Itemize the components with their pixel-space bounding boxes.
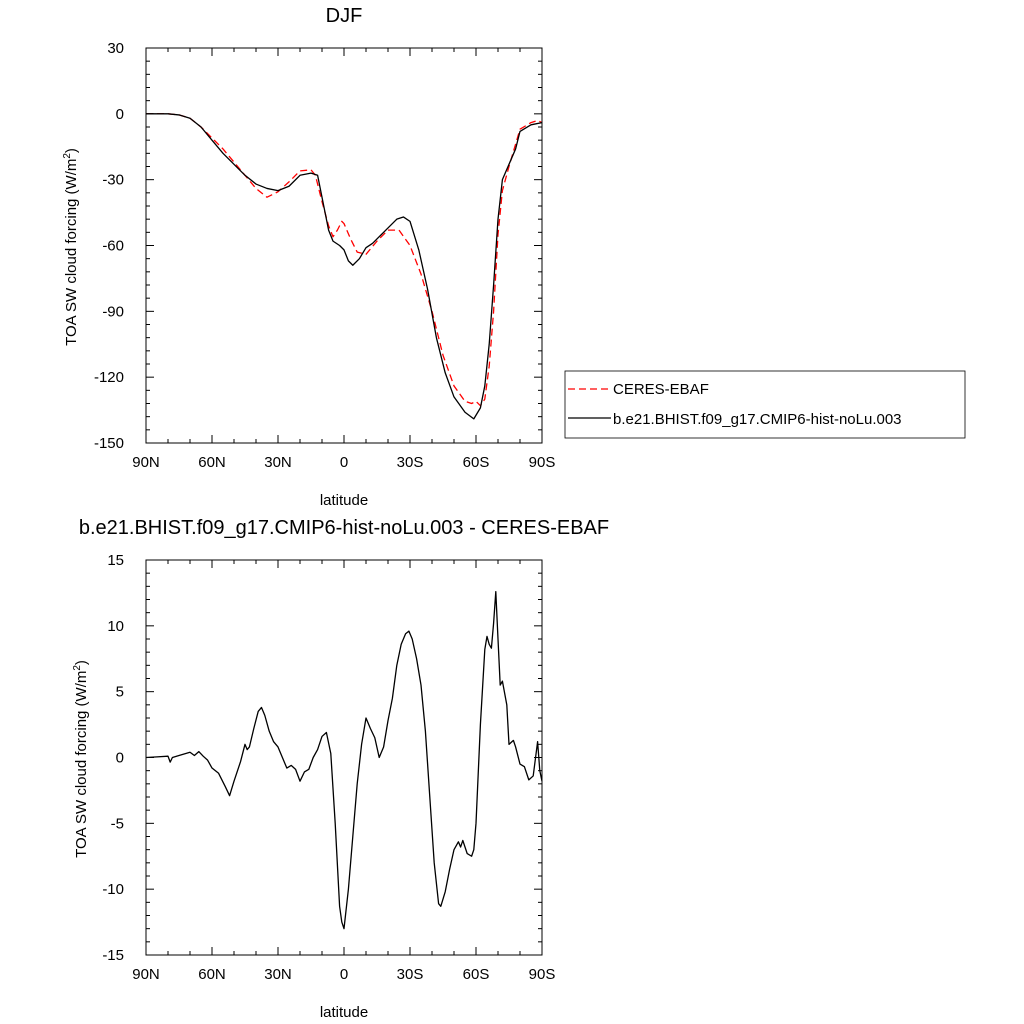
bottom-panel-y-axis-label-main: TOA SW cloud forcing (W/m <box>73 671 90 858</box>
bottom-panel: b.e21.BHIST.f09_g17.CMIP6-hist-noLu.003 … <box>72 517 609 1021</box>
top-panel-series-1 <box>146 113 543 420</box>
top-panel-y-axis-label: TOA SW cloud forcing (W/m2) <box>62 148 80 346</box>
top-panel-x-tick-label: 30N <box>264 454 292 471</box>
bottom-panel-x-tick-label: 60N <box>198 966 226 983</box>
top-panel-x-axis-label: latitude <box>320 492 368 509</box>
legend-label-ceres: CERES-EBAF <box>613 381 709 398</box>
top-panel-title: DJF <box>326 5 363 27</box>
top-panel-y-tick-label: -30 <box>102 172 124 189</box>
bottom-panel-y-tick-label: 0 <box>116 750 124 767</box>
bottom-panel-lines <box>145 590 543 930</box>
legend-box <box>564 370 966 439</box>
top-panel-lines <box>146 113 543 420</box>
top-panel-y-tick-label: 0 <box>116 106 124 123</box>
top-panel-y-tick-label: -120 <box>94 369 124 386</box>
top-panel: DJF 90N 60N 30N 0 30S 60S 90S 30 0 -30 -60 -90 -120 -… <box>62 5 966 509</box>
top-panel-x-tick-label: 90S <box>529 454 556 471</box>
bottom-panel-x-tick-label: 30N <box>264 966 292 983</box>
top-panel-x-tick-label: 60S <box>463 454 490 471</box>
bottom-panel-x-tick-label: 90N <box>132 966 160 983</box>
top-panel-y-tick-label: 30 <box>107 40 124 57</box>
bottom-panel-y-tick-label: 10 <box>107 618 124 635</box>
bottom-panel-y-axis-label: TOA SW cloud forcing (W/m2) <box>72 660 90 858</box>
top-panel-axes: 90N 60N 30N 0 30S 60S 90S 30 0 -30 -60 -90 -120 -150 <box>94 40 555 471</box>
bottom-panel-y-tick-label: 15 <box>107 552 124 569</box>
top-panel-y-axis-label-main: TOA SW cloud forcing (W/m <box>63 159 80 346</box>
top-panel-y-tick-label: -60 <box>102 238 124 255</box>
top-panel-y-axis-label-close: ) <box>63 148 80 153</box>
bottom-panel-axes: 90N 60N 30N 0 30S 60S 90S 15 10 5 0 -5 -10 -15 <box>102 552 555 983</box>
top-panel-x-tick-label: 90N <box>132 454 160 471</box>
legend: CERES-EBAF b.e21.BHIST.f09_g17.CMIP6-his… <box>564 370 966 439</box>
bottom-panel-x-tick-label: 30S <box>397 966 424 983</box>
bottom-panel-x-tick-label: 60S <box>463 966 490 983</box>
top-panel-y-axis-label-superscript: 2 <box>62 153 73 159</box>
bottom-panel-y-tick-label: -15 <box>102 947 124 964</box>
bottom-panel-x-tick-label: 0 <box>340 966 348 983</box>
bottom-panel-y-tick-label: -5 <box>111 815 124 832</box>
bottom-panel-title: b.e21.BHIST.f09_g17.CMIP6-hist-noLu.003 … <box>79 517 609 539</box>
bottom-panel-y-axis-label-close: ) <box>73 660 90 665</box>
top-panel-frame <box>145 47 543 444</box>
top-panel-x-tick-label: 60N <box>198 454 226 471</box>
bottom-panel-x-tick-label: 90S <box>529 966 556 983</box>
top-panel-y-tick-label: -150 <box>94 435 124 452</box>
legend-label-model: b.e21.BHIST.f09_g17.CMIP6-hist-noLu.003 <box>613 411 902 428</box>
bottom-panel-y-axis-label-superscript: 2 <box>72 665 83 671</box>
top-panel-x-tick-label: 0 <box>340 454 348 471</box>
bottom-panel-x-axis-label: latitude <box>320 1004 368 1021</box>
top-panel-x-tick-label: 30S <box>397 454 424 471</box>
bottom-panel-y-tick-label: 5 <box>116 684 124 701</box>
bottom-panel-y-tick-label: -10 <box>102 881 124 898</box>
top-panel-y-tick-label: -90 <box>102 303 124 320</box>
top-panel-series-0 <box>146 113 543 407</box>
bottom-panel-series-0 <box>145 590 543 930</box>
